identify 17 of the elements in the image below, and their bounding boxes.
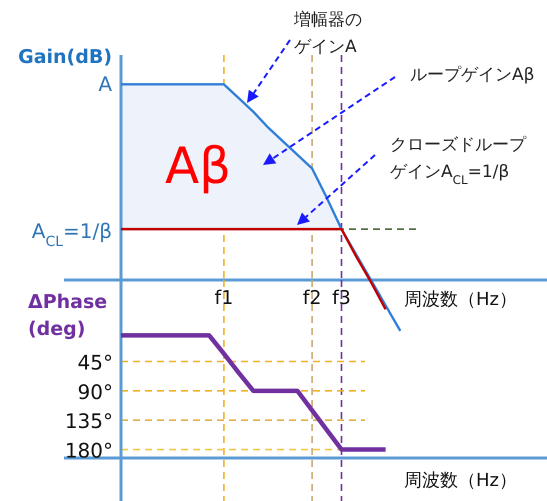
y-tick-label: 45° — [78, 350, 113, 374]
annotation: クローズドループゲインA$_{CL}$=1/β — [390, 135, 527, 187]
y-tick-label: 180° — [64, 438, 113, 463]
annotation: Aβ — [164, 137, 232, 195]
x-tick-label: f1 — [214, 287, 234, 309]
annotation: ループゲインAβ — [410, 65, 534, 85]
text: A$_{CL}$=1/β — [32, 219, 112, 250]
y-tick-label: 90° — [78, 380, 113, 404]
x-tick-label: f2 — [302, 287, 322, 309]
x-axis-title: 周波数（Hz） — [404, 289, 517, 310]
y-tick-label: 135° — [64, 409, 113, 434]
x-axis-title: 周波数（Hz） — [404, 470, 517, 491]
text: 増幅器のゲインA — [293, 10, 362, 57]
y-axis-title: Gain(dB) — [18, 46, 112, 68]
text: A — [98, 72, 112, 96]
y-axis-title: ΔPhase (deg) — [28, 291, 108, 340]
x-tick-label: f3 — [332, 287, 351, 309]
